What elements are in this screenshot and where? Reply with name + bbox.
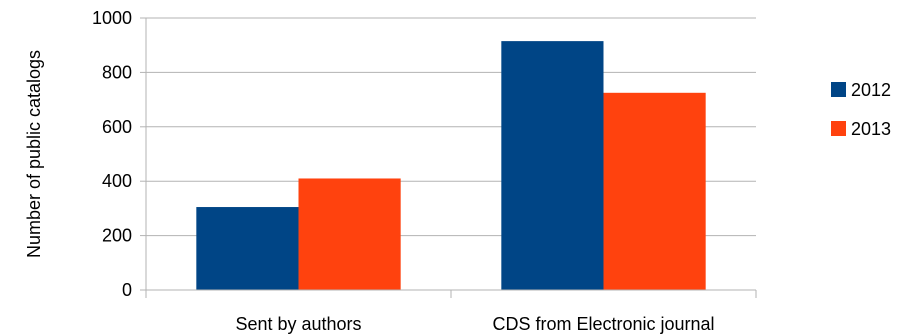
y-tick-label: 400 <box>102 171 132 191</box>
legend-label-2013: 2013 <box>851 119 891 139</box>
y-tick-label: 800 <box>102 62 132 82</box>
y-tick-labels: 0 200 400 600 800 1000 <box>92 8 132 300</box>
bars <box>196 41 706 291</box>
y-axis-label: Number of public catalogs <box>24 50 44 258</box>
legend-label-2012: 2012 <box>851 80 891 100</box>
y-tick-label: 600 <box>102 117 132 137</box>
x-category-label: Sent by authors <box>235 314 361 334</box>
axes <box>145 18 757 298</box>
legend-swatch-2013 <box>831 121 846 136</box>
bar-2012-1 <box>501 41 604 291</box>
legend-swatch-2012 <box>831 82 846 97</box>
legend: 2012 2013 <box>831 80 891 139</box>
bar-2013-1 <box>603 92 706 290</box>
bar-2013-0 <box>298 178 401 290</box>
bar-2012-0 <box>196 207 299 290</box>
y-tick-label: 0 <box>122 280 132 300</box>
x-category-labels: Sent by authors CDS from Electronic journ… <box>235 314 714 334</box>
x-category-label: CDS from Electronic journal <box>492 314 714 334</box>
y-tick-label: 1000 <box>92 8 132 28</box>
y-tick-label: 200 <box>102 226 132 246</box>
